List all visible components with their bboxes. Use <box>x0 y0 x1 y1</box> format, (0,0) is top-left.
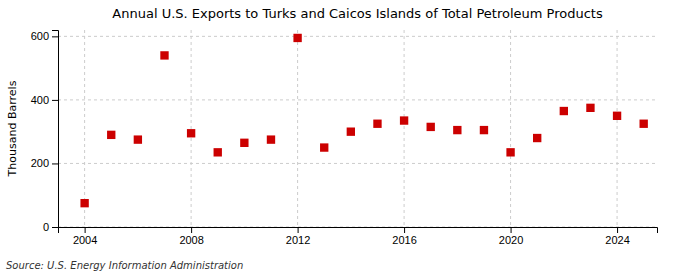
y-axis-title: Thousand Barrels <box>6 80 19 177</box>
point <box>80 199 88 207</box>
source: Source: U.S. Energy Information Administ… <box>6 260 243 271</box>
tick-mark <box>52 227 58 228</box>
grid-line <box>191 30 192 227</box>
point <box>267 135 275 143</box>
plot: 2004 2008 2012 2016 2020 2024 0 200 400 600 <box>31 30 658 246</box>
grid <box>58 30 657 227</box>
grid-line <box>297 30 298 227</box>
axis-line <box>52 31 59 228</box>
tick-mark <box>511 227 512 233</box>
tick: 0 <box>43 221 58 233</box>
tick-mark <box>52 36 58 37</box>
tick-mark <box>52 163 58 164</box>
tick-label: 2016 <box>392 234 416 246</box>
title: Annual U.S. Exports to Turks and Caicos … <box>112 6 603 21</box>
y-axis: 0 200 400 600 <box>31 30 59 233</box>
tick: 2020 <box>499 227 523 246</box>
axis-line <box>59 228 658 234</box>
tick-label: 2024 <box>605 234 629 246</box>
point <box>347 127 355 135</box>
x-axis: 2004 2008 2012 2016 2020 2024 <box>59 227 658 246</box>
point <box>107 131 115 139</box>
tick-label: 400 <box>31 94 49 106</box>
grid-line <box>404 30 405 227</box>
grid-line <box>617 30 618 227</box>
point <box>613 112 621 120</box>
tick: 400 <box>31 94 58 106</box>
tick: 2008 <box>179 227 203 246</box>
tick-mark <box>85 227 86 233</box>
point <box>373 120 381 128</box>
tick-mark <box>404 227 405 233</box>
grid-line <box>510 30 511 227</box>
tick: 2012 <box>286 227 310 246</box>
tick-label: 200 <box>31 157 49 169</box>
point <box>480 126 488 134</box>
point <box>160 51 168 59</box>
tick-label: 600 <box>31 30 49 42</box>
tick: 200 <box>31 157 58 169</box>
point <box>427 123 435 131</box>
point <box>320 143 328 151</box>
tick: 2016 <box>392 227 416 246</box>
points <box>80 34 647 208</box>
tick-mark <box>298 227 299 233</box>
grid-line <box>58 36 657 37</box>
grid-line <box>58 163 657 164</box>
tick-label: 0 <box>43 221 49 233</box>
tick-label: 2020 <box>499 234 523 246</box>
point <box>134 135 142 143</box>
grid-line <box>84 30 85 227</box>
tick-mark <box>191 227 192 233</box>
point <box>453 126 461 134</box>
point <box>586 104 594 112</box>
tick-mark <box>52 100 58 101</box>
point <box>400 116 408 124</box>
point <box>293 34 301 42</box>
tick-mark <box>617 227 618 233</box>
point <box>533 134 541 142</box>
grid-line <box>58 99 657 100</box>
point <box>187 129 195 137</box>
point <box>240 139 248 147</box>
tick-label: 2012 <box>286 234 310 246</box>
tick: 2024 <box>605 227 629 246</box>
tick: 600 <box>31 30 58 42</box>
tick: 2004 <box>73 227 97 246</box>
tick-label: 2008 <box>179 234 203 246</box>
point <box>640 120 648 128</box>
chart: 2004 2008 2012 2016 2020 2024 0 200 400 600 Annual… <box>0 0 675 275</box>
tick-label: 2004 <box>73 234 97 246</box>
point <box>214 148 222 156</box>
point <box>506 148 514 156</box>
point <box>560 107 568 115</box>
